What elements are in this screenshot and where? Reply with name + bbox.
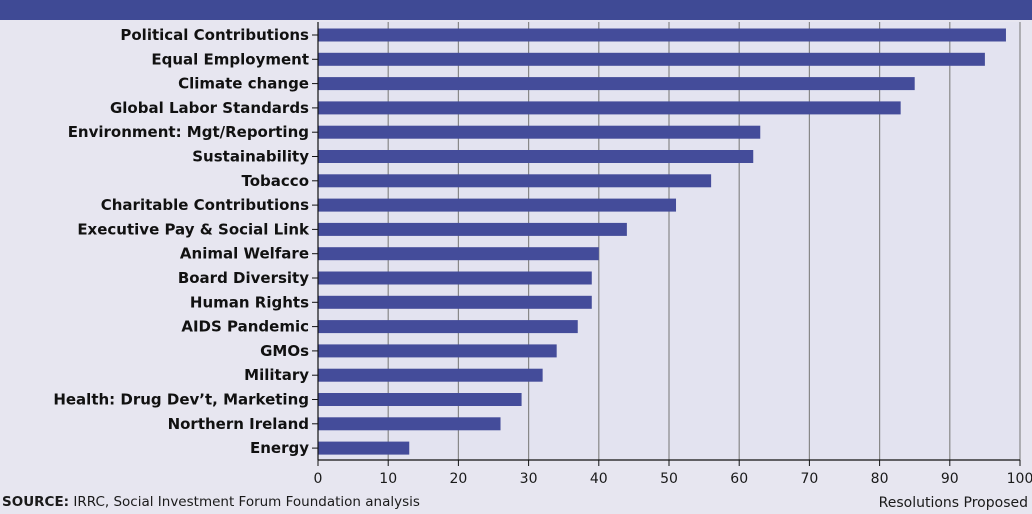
source-note: SOURCE: IRRC, Social Investment Forum Fo… [2, 494, 420, 510]
category-label: Health: Drug Dev’t, Marketing [53, 391, 309, 409]
x-tick-label: 0 [314, 471, 323, 487]
category-label: Northern Ireland [168, 415, 309, 433]
x-tick-label: 60 [730, 471, 748, 487]
category-label: Charitable Contributions [101, 196, 309, 214]
bar [318, 271, 592, 285]
category-label: Political Contributions [120, 26, 309, 44]
x-tick-label: 50 [660, 471, 678, 487]
bar [318, 344, 557, 358]
bar [318, 77, 915, 91]
category-label: Equal Employment [151, 50, 309, 68]
x-tick-label: 80 [871, 471, 889, 487]
category-label: Human Rights [190, 293, 309, 311]
category-label: Environment: Mgt/Reporting [68, 123, 309, 141]
bar-chart: 0 10 20 30 40 50 60 70 80 90 100 Political Contribu… [53, 22, 1032, 487]
bar [318, 222, 627, 236]
bar [318, 295, 592, 309]
category-label: Global Labor Standards [110, 99, 309, 117]
bar [318, 125, 761, 139]
category-label: Climate change [178, 75, 309, 93]
category-label: Sustainability [192, 148, 309, 166]
top-band [0, 0, 1032, 20]
bar [318, 393, 522, 406]
x-tick-label: 30 [520, 471, 538, 487]
bar [318, 247, 599, 261]
source-text: IRRC, Social Investment Forum Foundation… [69, 494, 420, 510]
source-label: SOURCE: [2, 494, 70, 510]
bar [318, 441, 410, 455]
category-label: Board Diversity [178, 269, 309, 287]
bar [318, 320, 578, 334]
bar [318, 198, 677, 212]
bar [318, 368, 543, 382]
category-label: Energy [250, 439, 309, 457]
bar [318, 174, 712, 188]
category-label: Executive Pay & Social Link [77, 220, 310, 238]
bar [318, 101, 901, 115]
category-label: Tobacco [242, 172, 310, 190]
x-tick-label: 100 [1007, 471, 1032, 487]
bar [318, 52, 985, 66]
category-label: AIDS Pandemic [181, 318, 309, 336]
category-label: GMOs [260, 342, 309, 360]
bar [318, 150, 754, 163]
bar [318, 417, 501, 431]
plot-layer: 0 10 20 30 40 50 60 70 80 90 100 Political Contribu… [53, 22, 1032, 487]
x-tick-label: 40 [590, 471, 608, 487]
x-axis-title: Resolutions Proposed [878, 495, 1028, 511]
x-tick-label: 10 [379, 471, 397, 487]
x-tick-label: 90 [941, 471, 959, 487]
category-label: Animal Welfare [180, 245, 309, 263]
x-tick-label: 20 [449, 471, 467, 487]
x-tick-label: 70 [800, 471, 818, 487]
category-label: Military [244, 366, 309, 384]
bar [318, 28, 1006, 42]
